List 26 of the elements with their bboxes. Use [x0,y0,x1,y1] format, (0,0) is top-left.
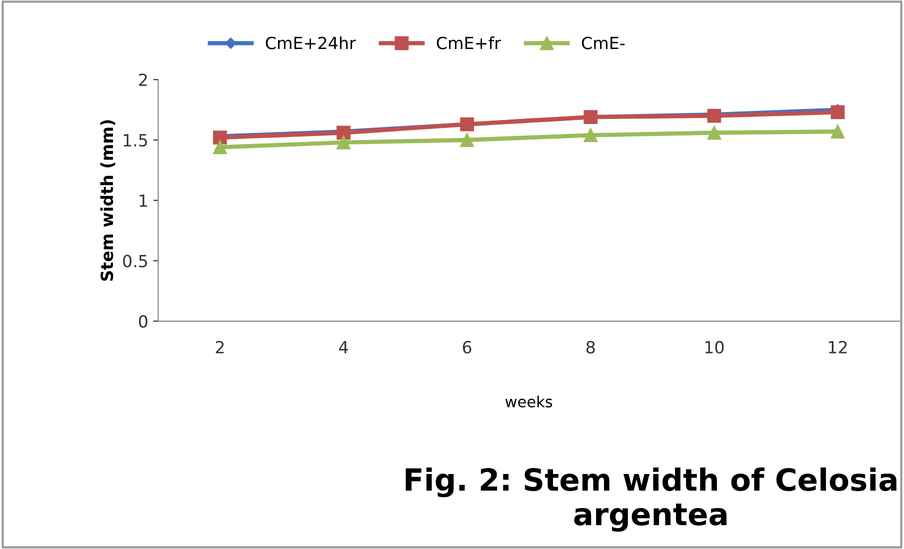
x-tick-label: 8 [586,340,595,354]
x-tick-label: 12 [828,340,847,354]
point [460,133,474,147]
x-tick-label: 10 [705,340,724,354]
legend-label: CmE- [582,36,625,50]
y-tick-label: 1.5 [124,134,148,147]
y-tick-label: 0.5 [123,254,148,268]
x-tick-label: 4 [339,341,348,354]
point [830,105,845,120]
y-tick-label: 0 [138,315,148,328]
point [213,140,227,154]
y-axis-title: Stem width (mm) [100,120,116,281]
y-tick-label: 2 [139,74,147,86]
point [707,126,722,140]
point [584,128,598,142]
text: Fig. 2: Stem width of Celosia argentea [406,467,896,532]
x-tick-label: 2 [216,340,224,354]
x-axis-title: weeks [505,396,552,408]
point [213,130,227,145]
y-tick-label: 1 [140,194,147,207]
x-tick-label: 6 [462,340,472,354]
legend-label: CmE+24hr [266,36,356,50]
point [336,135,350,150]
point [336,126,350,140]
legend-label: CmE+fr [436,36,501,50]
point [830,124,845,138]
